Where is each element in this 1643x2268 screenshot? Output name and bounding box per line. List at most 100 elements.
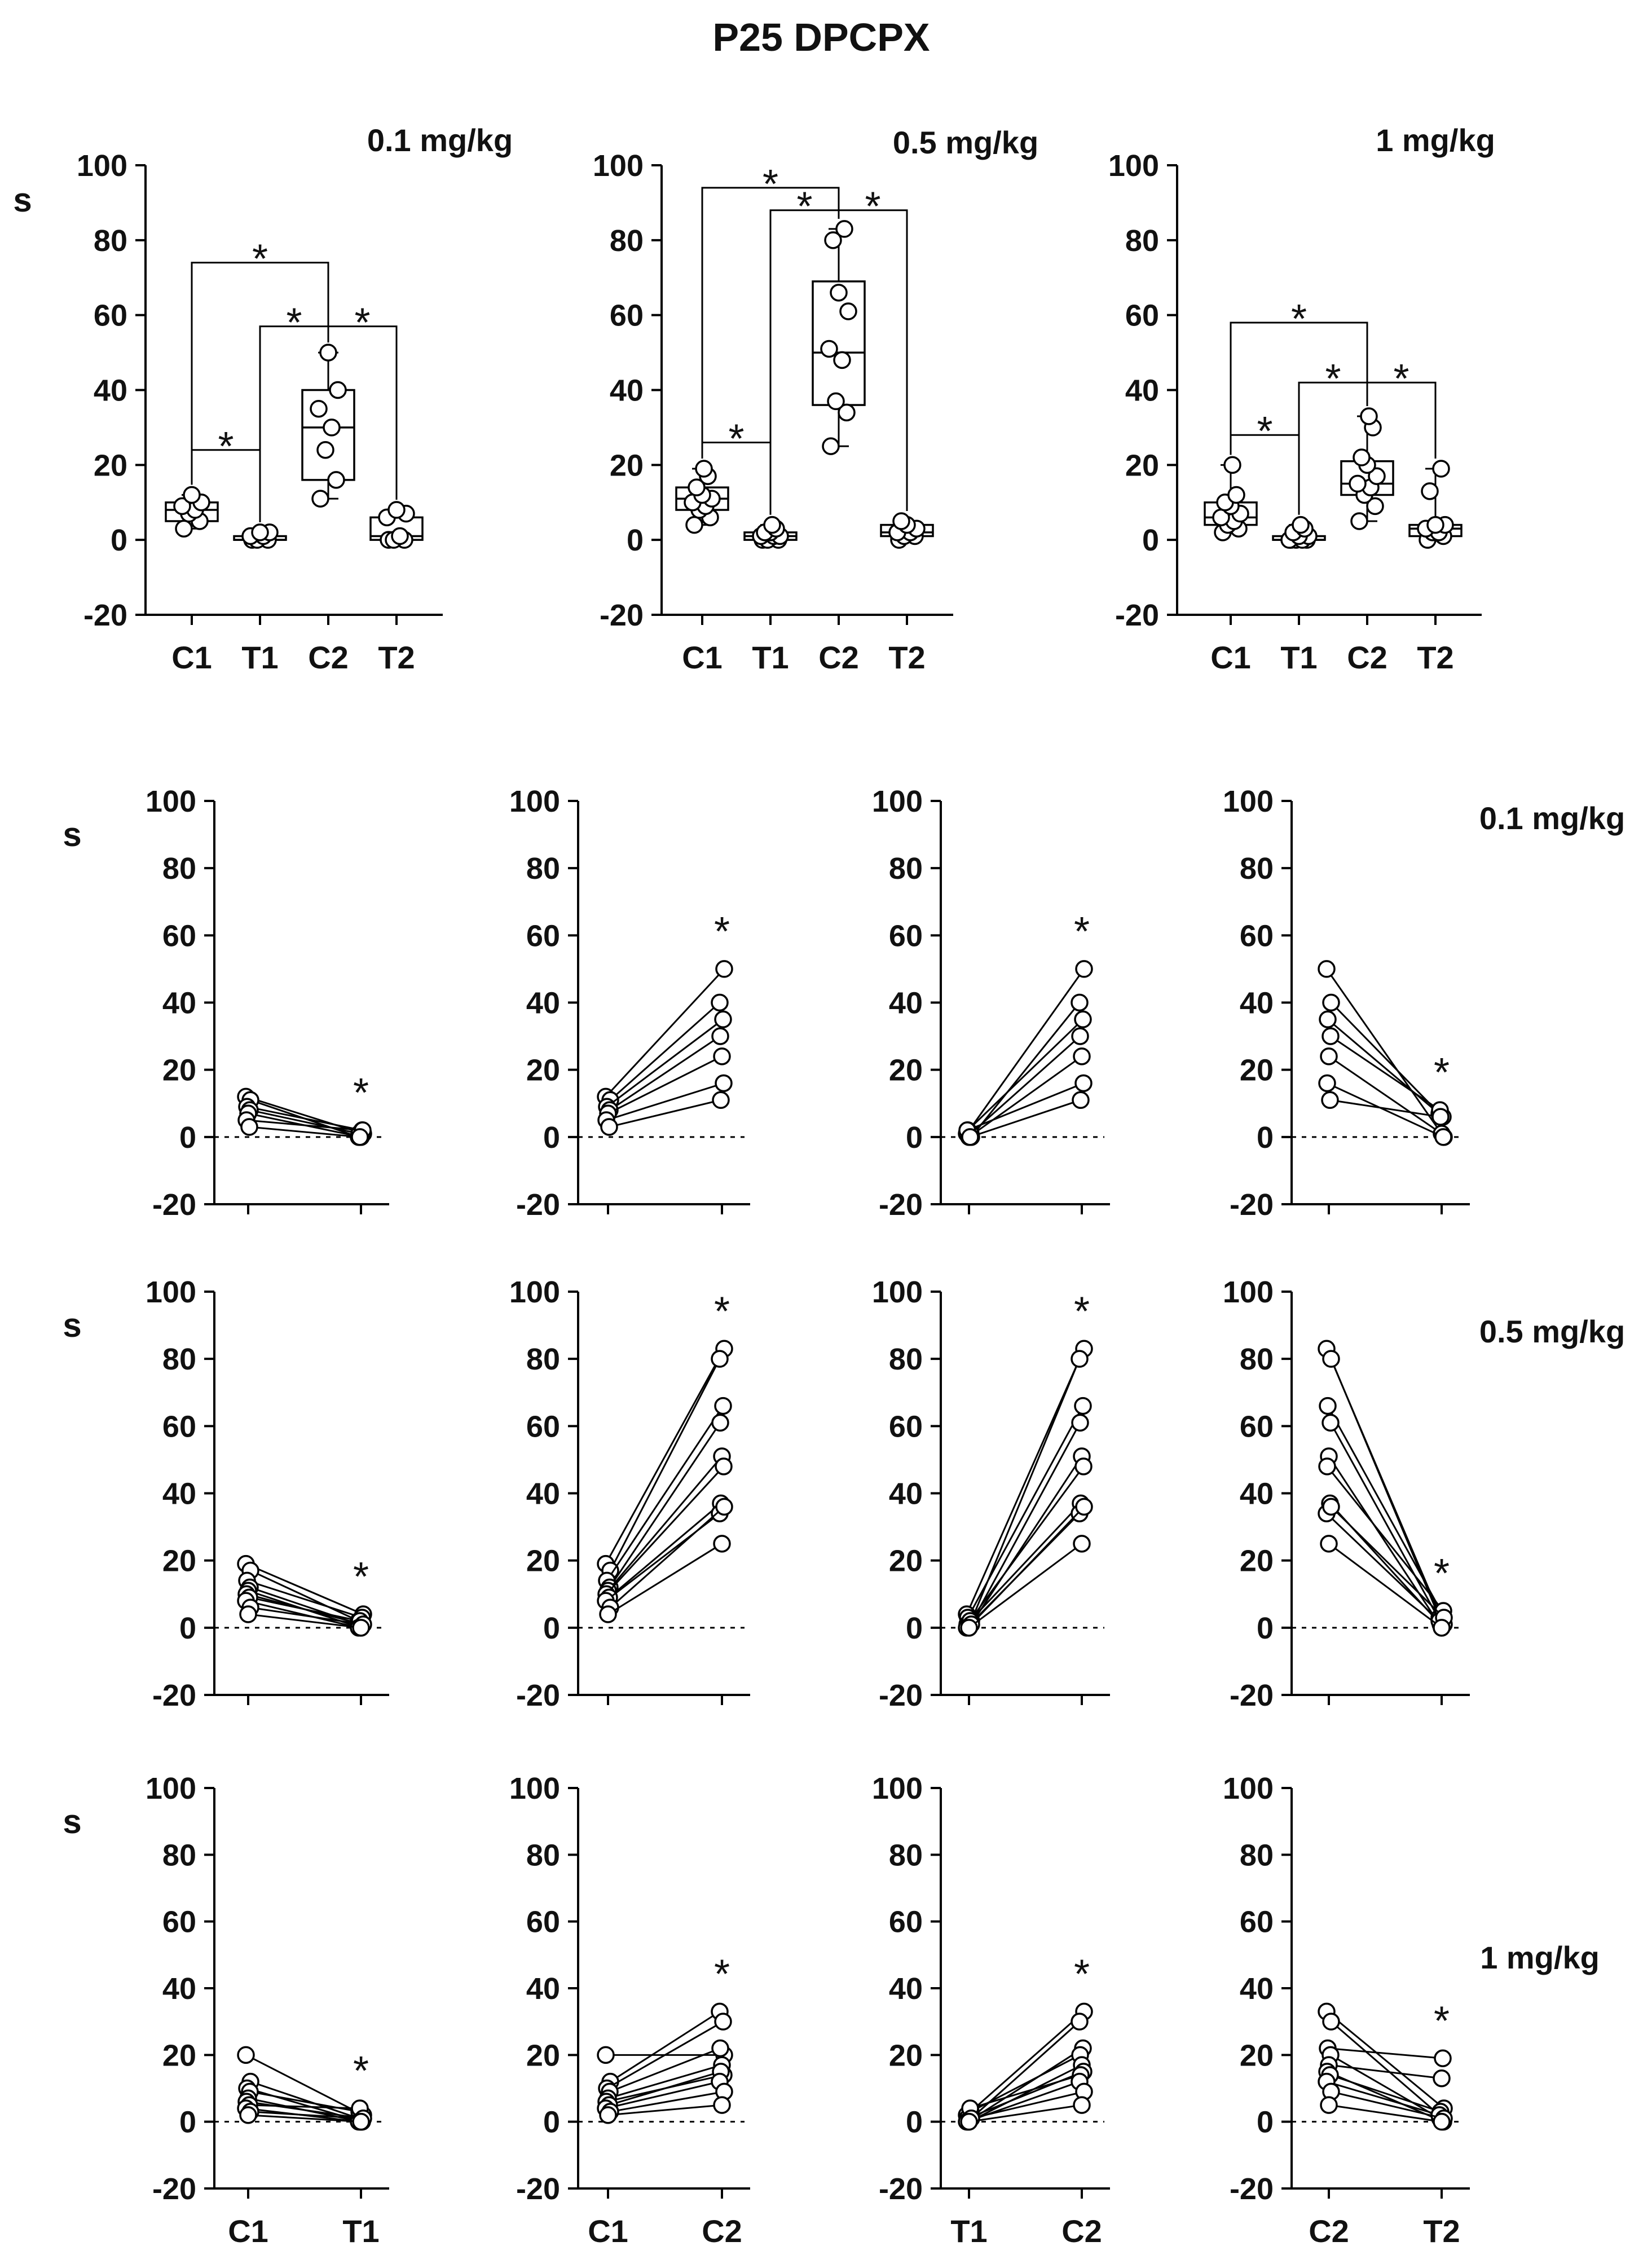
y-tick-label: 20	[610, 448, 644, 482]
paired-line	[1322, 1498, 1453, 1627]
y-tick-label: 100	[1223, 785, 1274, 818]
paired-plot-panel: -20 0 20 40 60 80 100 *	[509, 1275, 750, 1712]
row-dose-label: 1 mg/kg	[1480, 1940, 1600, 1975]
y-tick-label: -20	[83, 598, 127, 632]
significance-star: *	[1325, 356, 1341, 402]
y-tick-label: 100	[509, 1275, 560, 1309]
panel-title: 0.5 mg/kg	[893, 125, 1038, 160]
pair-connector	[1326, 2011, 1444, 2110]
pair-connector	[605, 968, 725, 1098]
data-point	[1075, 960, 1093, 978]
data-point	[599, 2106, 617, 2124]
data-point	[1074, 1010, 1092, 1029]
pair-connector	[246, 2100, 363, 2120]
y-tick-label: 40	[1240, 1972, 1274, 2006]
pair-connector	[610, 1506, 725, 1609]
data-point	[327, 471, 345, 489]
x-tick-label: T1	[241, 640, 278, 675]
significance-star: *	[1074, 1289, 1090, 1334]
y-tick-label: 100	[593, 149, 644, 183]
data-point	[838, 403, 856, 422]
y-tick-label: 80	[1125, 224, 1159, 258]
pair-connector	[250, 2111, 364, 2120]
paired-line	[961, 1091, 1090, 1146]
paired-plot-panel: -20 0 20 40 60 80 100 *	[872, 785, 1110, 1222]
x-tick-label: C2	[1061, 2213, 1102, 2249]
pair-connector	[610, 1002, 720, 1101]
pair-connector	[609, 1035, 721, 1111]
paired-line	[239, 1605, 370, 1637]
paired-plot-panel: -20 0 20 40 60 80 100 T1 C2 *	[872, 1772, 1110, 2249]
y-tick-label: 20	[1125, 448, 1159, 482]
paired-plot-panel: -20 0 20 40 60 80 100 s *	[63, 1275, 389, 1712]
y-tick-label: -20	[1230, 1679, 1274, 1712]
bracket-line	[1230, 322, 1368, 455]
data-point	[1433, 2069, 1451, 2088]
pair-connector	[609, 1503, 721, 1598]
x-tick-label: T1	[752, 640, 789, 675]
x-tick-label: C2	[818, 640, 859, 675]
comparison-bracket: *	[1366, 356, 1437, 459]
paired-line	[600, 1091, 730, 1136]
x-tick-label: C1	[1210, 640, 1251, 675]
data-point	[1074, 1457, 1093, 1476]
y-tick-label: 40	[889, 987, 923, 1020]
comparison-bracket: *	[327, 301, 398, 500]
data-point	[711, 2039, 729, 2058]
pair-connector	[246, 1106, 363, 1131]
y-tick-label: 60	[610, 299, 644, 333]
pair-connector	[1328, 2064, 1442, 2080]
y-tick-label: 100	[872, 1772, 923, 1805]
comparison-bracket: *	[701, 162, 840, 459]
data-point	[1223, 456, 1241, 474]
paired-line	[601, 1413, 729, 1597]
panel-title: 0.1 mg/kg	[367, 122, 513, 158]
data-point	[316, 441, 334, 459]
paired-plot-panel: -20 0 20 40 60 80 100 *	[1223, 1275, 1470, 1712]
paired-line	[1320, 1535, 1451, 1637]
y-tick-label: 100	[872, 1275, 923, 1309]
pair-connector	[1326, 1465, 1444, 1611]
paired-line	[1322, 1413, 1449, 1630]
y-tick-label: 100	[872, 785, 923, 818]
y-tick-label: 80	[162, 1838, 196, 1872]
pair-connector	[606, 1019, 724, 1108]
x-tick-label: C1	[228, 2213, 268, 2249]
y-tick-label: 20	[526, 1544, 560, 1578]
data-point	[960, 1619, 978, 1637]
y-tick-label: 100	[77, 149, 127, 183]
y-axis-label: s	[63, 816, 81, 853]
box-group	[1272, 516, 1326, 549]
pair-connector	[246, 1579, 363, 1619]
pair-connector	[610, 2090, 725, 2113]
y-tick-label: 80	[1240, 1342, 1274, 1376]
pair-connector	[249, 1126, 360, 1138]
pair-connector	[245, 1095, 364, 1135]
data-point	[830, 284, 848, 302]
paired-line	[601, 1350, 729, 1580]
data-point	[1319, 1010, 1337, 1029]
x-tick-label: C2	[1347, 640, 1387, 675]
paired-line	[960, 1535, 1091, 1637]
data-point	[714, 2012, 732, 2031]
significance-star: *	[1257, 409, 1272, 454]
y-tick-label: 100	[509, 785, 560, 818]
y-tick-label: 60	[1240, 1410, 1274, 1443]
box-group	[1340, 407, 1394, 530]
pair-connector	[246, 1119, 363, 1131]
pair-connector	[609, 1358, 721, 1571]
data-point	[1322, 1350, 1340, 1368]
pair-connector	[1327, 1019, 1443, 1118]
paired-line	[239, 2106, 370, 2131]
x-tick-label: T2	[888, 640, 925, 675]
significance-star: *	[353, 1554, 369, 1600]
box-plot-panel: -20 0 20 40 60 80 100 C1 T1 C2 T2 0.5 mg/kg * * * *	[593, 125, 1038, 675]
comparison-bracket: *	[838, 184, 908, 511]
paired-line	[601, 993, 729, 1109]
paired-line	[601, 1027, 729, 1119]
data-point	[1353, 448, 1371, 466]
y-tick-label: 80	[889, 852, 923, 886]
paired-line	[1318, 1504, 1448, 1630]
data-point	[1319, 1397, 1337, 1415]
pair-connector	[250, 1606, 364, 1626]
